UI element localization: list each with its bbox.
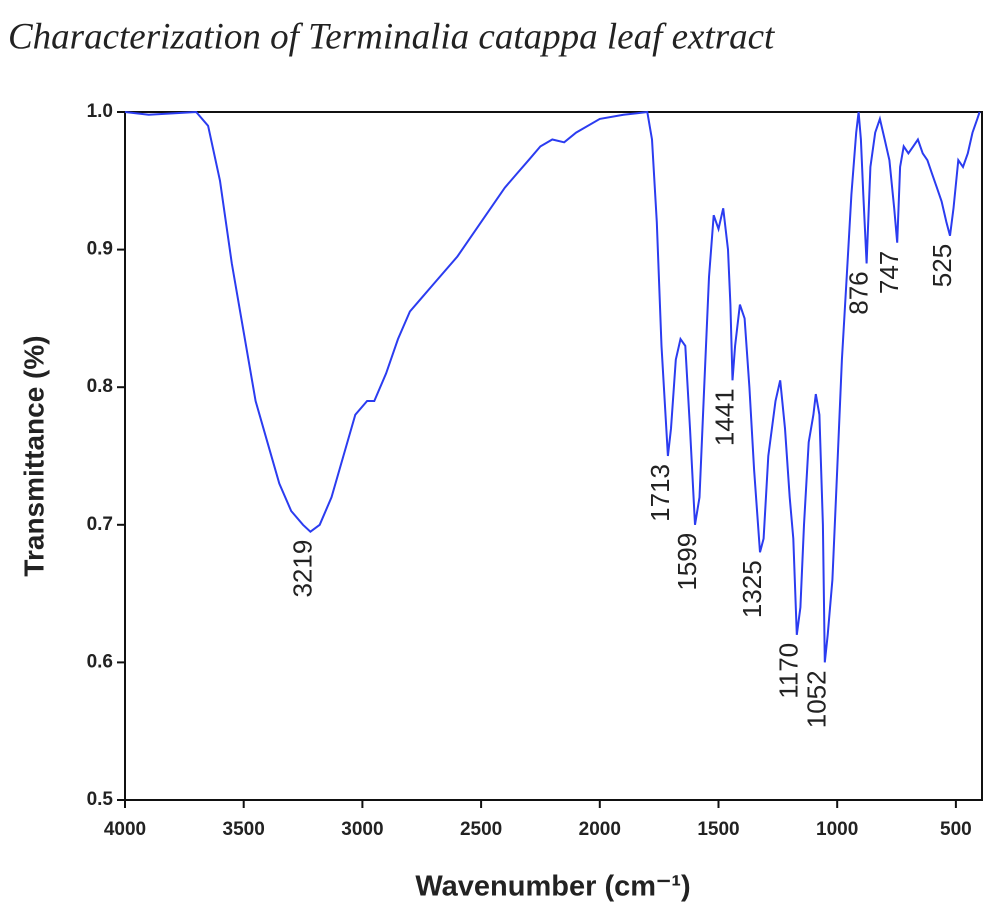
y-tick-label: 0.6 [87,651,113,672]
x-tick-label: 3500 [223,819,265,840]
y-tick-label: 0.9 [87,239,113,260]
peak-label: 747 [874,251,904,294]
peak-label: 1599 [672,533,702,591]
peak-label: 1170 [774,643,804,699]
peak-label: 3219 [287,540,317,598]
spectrum-line [124,110,981,663]
x-axis-label: Wavenumber (cm⁻¹) [415,871,690,903]
y-tick-label: 1.0 [87,101,113,122]
peak-label: 525 [927,244,957,287]
x-tick-label: 2500 [460,819,502,840]
chart-title: Characterization of Terminalia catappa l… [8,16,776,57]
y-tick-label: 0.7 [87,514,113,535]
x-tick-label: 500 [940,819,972,840]
peak-label: 1325 [737,560,767,618]
peak-label: 1713 [645,464,675,522]
y-tick-label: 0.5 [87,789,114,810]
peak-label: 1441 [709,388,739,446]
peak-label: 876 [844,271,874,314]
y-axis-label: Transmittance (%) [18,335,49,576]
x-tick-label: 1000 [816,819,858,840]
y-tick-label: 0.8 [87,376,113,397]
plot-frame [124,111,983,801]
x-tick-label: 2000 [579,819,621,840]
x-tick-label: 1500 [697,819,739,840]
x-tick-label: 3000 [341,819,383,840]
peak-label: 1052 [802,670,832,728]
x-tick-label: 4000 [104,819,146,840]
